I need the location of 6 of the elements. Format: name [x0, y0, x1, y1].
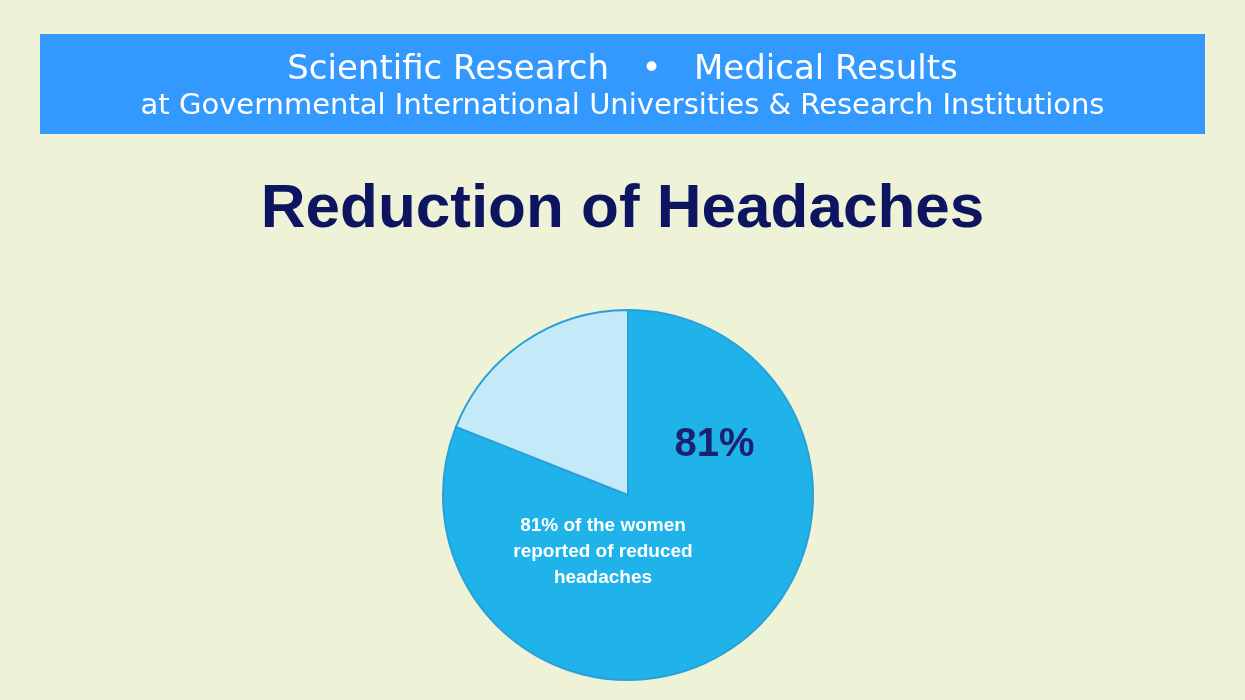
chart-title: Reduction of Headaches [259, 170, 986, 241]
text: 81% of the women reported of reduced headaches [513, 513, 693, 589]
data-label: 81% [674, 419, 755, 464]
text: at Governmental International Universities & Research Institutions [139, 87, 1106, 121]
pie-slice [442, 309, 814, 681]
text: Scientific Research • Medical Results [286, 47, 959, 87]
